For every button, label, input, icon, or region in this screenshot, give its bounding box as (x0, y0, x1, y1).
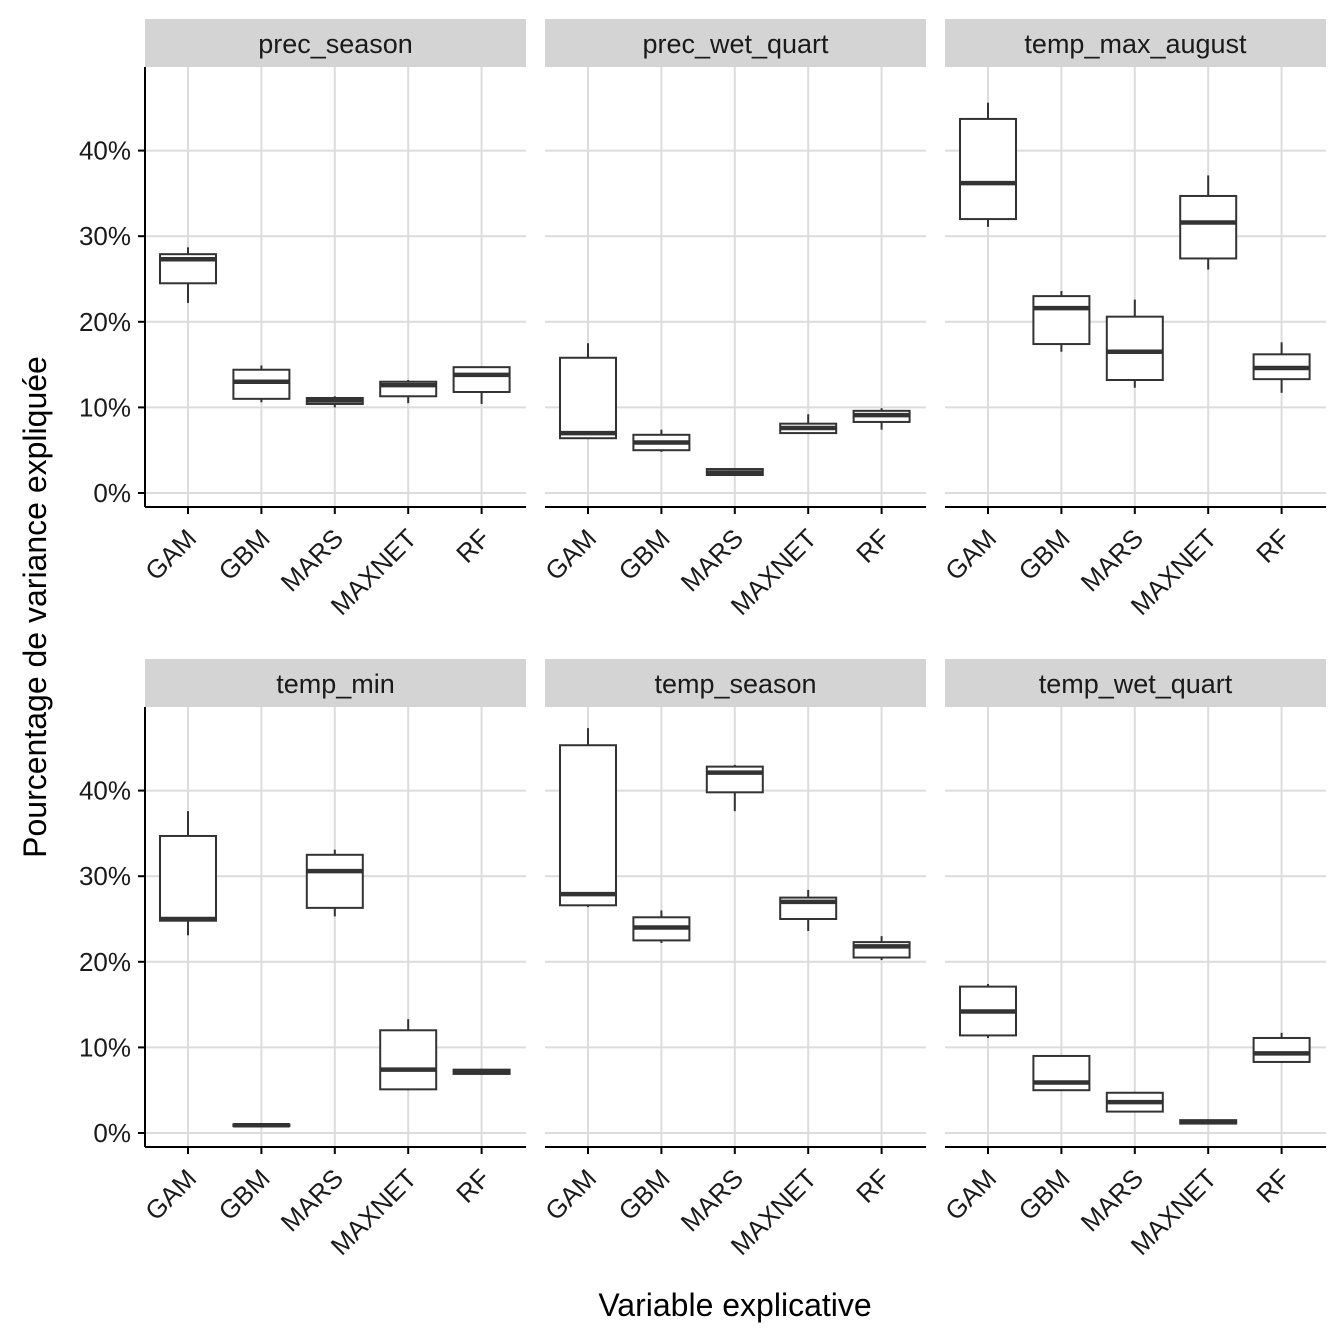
facet-strip-label: temp_min (276, 669, 395, 699)
y-tick-label: 0% (93, 478, 131, 508)
x-tick-label: GAM (539, 523, 602, 586)
boxplot-rf (1252, 342, 1311, 393)
x-tick-label: GBM (213, 1163, 276, 1226)
x-tick-label: GAM (939, 523, 1002, 586)
x-tick-label: GAM (539, 1163, 602, 1226)
facet-strip-label: temp_max_august (1024, 29, 1247, 59)
facet-strip (545, 659, 926, 707)
box-iqr (452, 366, 511, 393)
box-iqr (1105, 315, 1164, 382)
facet-strip (945, 659, 1326, 707)
box-iqr (1252, 1036, 1311, 1063)
y-tick-label: 30% (79, 861, 131, 891)
x-tick-label: GBM (1013, 523, 1076, 586)
box-iqr (379, 1029, 438, 1091)
facet-strip (145, 659, 526, 707)
y-tick-label: 0% (93, 1118, 131, 1148)
box-iqr (232, 368, 291, 400)
boxplot-mars (705, 764, 764, 812)
y-tick-label: 20% (79, 307, 131, 337)
facet-strip (145, 19, 526, 67)
facet-strip-label: temp_season (654, 669, 816, 699)
boxplot-maxnet (779, 889, 838, 931)
x-tick-label: RF (850, 523, 896, 569)
boxplot-rf (1252, 1032, 1311, 1063)
boxplot-gam (159, 811, 217, 936)
x-tick-label: RF (1250, 523, 1296, 569)
x-tick-label: GBM (213, 523, 276, 586)
boxplot-maxnet (1179, 1119, 1238, 1125)
box-iqr (959, 117, 1017, 221)
boxplot-rf (452, 1068, 511, 1075)
boxplot-gbm (632, 910, 691, 943)
x-tick-label: GBM (613, 523, 676, 586)
facet-strip-label: prec_season (258, 29, 413, 59)
x-tick-label: RF (850, 1163, 896, 1209)
x-tick-label: RF (450, 523, 496, 569)
boxplot-gbm (1032, 290, 1091, 352)
boxplot-gam (959, 984, 1017, 1038)
x-tick-label: GAM (939, 1163, 1002, 1226)
boxplot-gbm (232, 365, 291, 403)
facet-strip-label: temp_wet_quart (1039, 669, 1233, 699)
box-iqr (1032, 1054, 1091, 1092)
boxplot-gam (159, 247, 217, 303)
y-tick-label: 20% (79, 947, 131, 977)
facet-strip (945, 19, 1326, 67)
boxplot-maxnet (779, 414, 838, 435)
x-tick-label: GBM (613, 1163, 676, 1226)
box-iqr (1032, 295, 1091, 346)
y-tick-label: 40% (79, 776, 131, 806)
boxplot-rf (852, 936, 911, 961)
boxplot-mars (1105, 299, 1164, 388)
boxplot-mars (305, 849, 364, 917)
boxplot-mars (1105, 1091, 1164, 1113)
box-iqr (559, 356, 617, 440)
boxplot-rf (852, 408, 911, 430)
x-axis-title: Variable explicative (598, 1287, 871, 1323)
x-tick-label: GBM (1013, 1163, 1076, 1226)
y-axis-title: Pourcentage de variance expliquée (17, 356, 53, 858)
facet-strip-label: prec_wet_quart (642, 29, 829, 59)
boxplot-gbm (1032, 1054, 1091, 1092)
y-tick-label: 10% (79, 392, 131, 422)
boxplot-gbm (232, 1123, 291, 1128)
x-tick-label: RF (1250, 1163, 1296, 1209)
boxplot-maxnet (379, 380, 438, 404)
box-iqr (1179, 194, 1238, 260)
boxplot-maxnet (1179, 175, 1238, 270)
boxplot-maxnet (379, 1019, 438, 1091)
x-tick-label: GAM (139, 523, 202, 586)
box-iqr (159, 834, 217, 922)
x-tick-label: RF (450, 1163, 496, 1209)
boxplot-rf (452, 366, 511, 404)
boxplot-mars (705, 468, 764, 477)
box-iqr (559, 744, 617, 907)
boxplot-gbm (632, 429, 691, 452)
x-tick-label: GAM (139, 1163, 202, 1226)
box-iqr (305, 853, 364, 909)
boxplot-gam (559, 343, 617, 440)
y-tick-label: 30% (79, 221, 131, 251)
boxplot-mars (305, 396, 364, 408)
y-tick-label: 40% (79, 136, 131, 166)
facet-strip (545, 19, 926, 67)
y-tick-label: 10% (79, 1032, 131, 1062)
boxplot-gam (559, 728, 617, 908)
boxplot-gam (959, 102, 1017, 227)
